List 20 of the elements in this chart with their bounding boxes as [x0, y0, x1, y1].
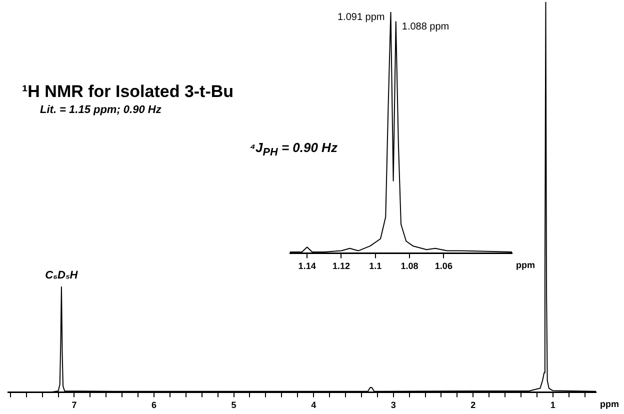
annotation: C₆D₅H — [45, 269, 79, 282]
x-tick-label: 3 — [390, 400, 396, 410]
x-tick-label: 1 — [550, 400, 556, 410]
text: Lit. = 1.15 ppm; 0.90 Hz — [40, 104, 162, 116]
annotation: ⁴J$_{PH}$ = 0.90 Hz — [250, 140, 338, 159]
annotation: 1.088 ppm — [402, 21, 450, 32]
x-tick-label: 2 — [470, 400, 476, 410]
text: ¹H NMR for Isolated 3-t-Bu — [22, 82, 234, 102]
x-axis-title: ppm — [600, 398, 619, 409]
annotation: 1.091 ppm — [337, 12, 385, 23]
x-tick-label: 7 — [72, 400, 77, 410]
x-tick-label: 5 — [231, 400, 236, 410]
x-tick-label: 1.06 — [434, 261, 452, 272]
x-tick-label: 4 — [311, 400, 316, 410]
x-tick-label: 1.08 — [400, 261, 418, 272]
x-tick-label: 6 — [151, 400, 157, 410]
x-tick-label: 1.12 — [332, 261, 350, 272]
x-tick-label: 1.1 — [369, 261, 382, 272]
x-tick-label: 1.14 — [298, 261, 316, 272]
x-axis-title: ppm — [516, 260, 535, 270]
